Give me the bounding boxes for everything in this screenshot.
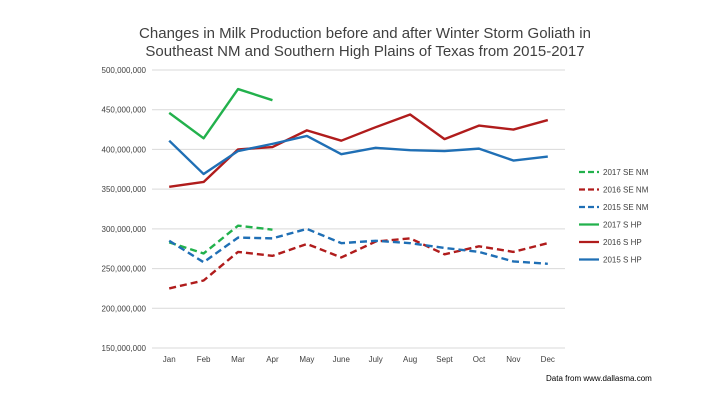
legend-label: 2017 SE NM	[603, 168, 649, 177]
x-tick-label: Apr	[266, 355, 279, 364]
legend-label: 2016 SE NM	[603, 186, 649, 195]
x-tick-label: Oct	[473, 355, 486, 364]
y-tick-label: 500,000,000	[102, 66, 147, 75]
y-tick-label: 450,000,000	[102, 106, 147, 115]
series-lines	[168, 87, 549, 290]
x-tick-label: Mar	[231, 355, 245, 364]
x-tick-label: Aug	[403, 355, 417, 364]
series-line-2017-se-nm	[168, 224, 273, 255]
chart-title-line-2: Southeast NM and Southern High Plains of…	[145, 43, 584, 60]
legend-label: 2015 SE NM	[603, 203, 649, 212]
x-tick-label: Nov	[506, 355, 520, 364]
legend-label: 2015 S HP	[603, 256, 642, 265]
series-line-2015-s-hp	[168, 134, 548, 176]
y-tick-label: 300,000,000	[102, 225, 147, 234]
series-line-2015-se-nm	[168, 227, 548, 266]
x-tick-label: Dec	[541, 355, 555, 364]
chart-title-line-1: Changes in Milk Production before and af…	[139, 25, 591, 42]
y-tick-label: 250,000,000	[102, 265, 147, 274]
legend-label: 2016 S HP	[603, 238, 642, 247]
x-tick-label: June	[333, 355, 351, 364]
x-tick-label: July	[369, 355, 383, 364]
y-tick-label: 150,000,000	[102, 344, 147, 353]
y-tick-label: 350,000,000	[102, 185, 147, 194]
x-tick-label: Feb	[197, 355, 211, 364]
gridlines	[152, 69, 565, 349]
y-axis: 150,000,000 200,000,000 250,000,000 300,000…	[102, 66, 147, 353]
source-note: Data from www.dallasma.com	[546, 374, 652, 383]
x-tick-label: Jan	[163, 355, 176, 364]
series-line-2017-s-hp	[168, 87, 273, 140]
x-tick-label: Sept	[436, 355, 453, 364]
series-line-2016-se-nm	[168, 237, 549, 290]
legend-label: 2017 S HP	[603, 221, 642, 230]
x-tick-label: May	[299, 355, 314, 364]
x-axis: Jan Feb Mar Apr May June July Aug Sept Oct Nov Dec	[163, 355, 555, 364]
legend: 2017 SE NM 2016 SE NM 2015 SE NM 2017 S HP 2…	[579, 168, 649, 265]
y-tick-label: 400,000,000	[102, 145, 147, 154]
y-tick-label: 200,000,000	[102, 304, 147, 313]
